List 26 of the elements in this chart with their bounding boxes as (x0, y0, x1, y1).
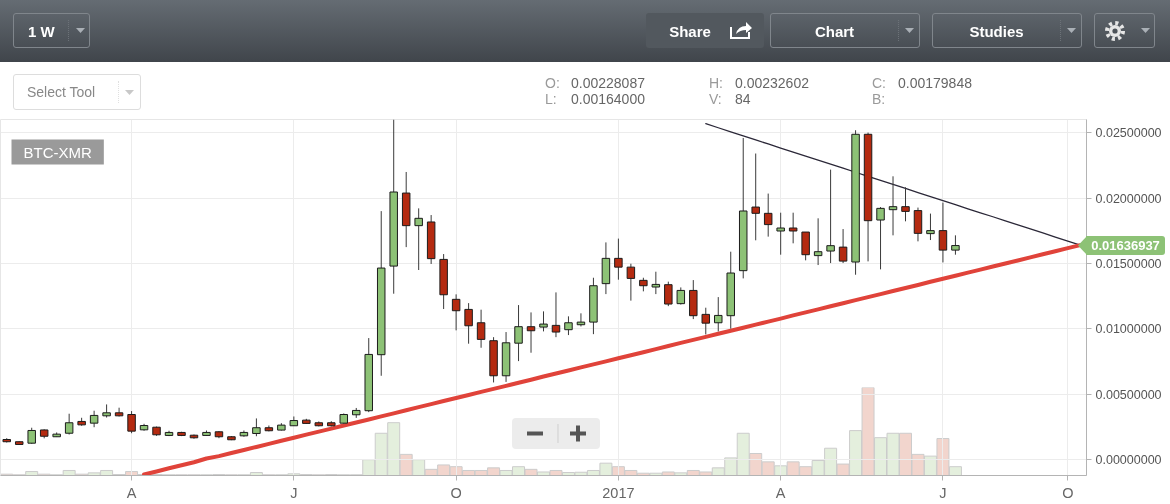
x-tick-label: J (290, 484, 298, 501)
x-tick-label: 2017 (602, 484, 635, 501)
y-tick-label: 0.01000000 (1095, 322, 1162, 337)
x-tick-label: A (775, 484, 786, 501)
text: 0.01636937 (1086, 235, 1165, 255)
x-tick-label: J (939, 484, 947, 501)
text: 1 W (28, 22, 55, 39)
text: V: 84 (709, 90, 751, 109)
x-tick-label: O (1062, 484, 1074, 501)
text: Share (668, 22, 712, 39)
y-tick-label: 0.02000000 (1095, 191, 1162, 206)
x-tick-label: O (450, 484, 462, 501)
y-tick-label: 0.02500000 (1095, 126, 1162, 141)
text: Studies (968, 22, 1025, 39)
text: C: 0.00179848 (872, 74, 972, 93)
text: H: 0.00232602 (709, 74, 809, 93)
y-tick-label: 0.01500000 (1095, 256, 1162, 271)
y-tick-label: 0.00000000 (1095, 453, 1162, 468)
text: BTC-XMR (23, 143, 92, 161)
x-tick-label: A (126, 484, 137, 501)
text: L: 0.00164000 (545, 90, 645, 109)
text: O: 0.00228087 (545, 74, 645, 93)
y-tick-label: 0.00500000 (1095, 387, 1162, 402)
text: B: (872, 90, 886, 109)
text: Chart (813, 22, 856, 39)
text: Select Tool (27, 84, 96, 100)
